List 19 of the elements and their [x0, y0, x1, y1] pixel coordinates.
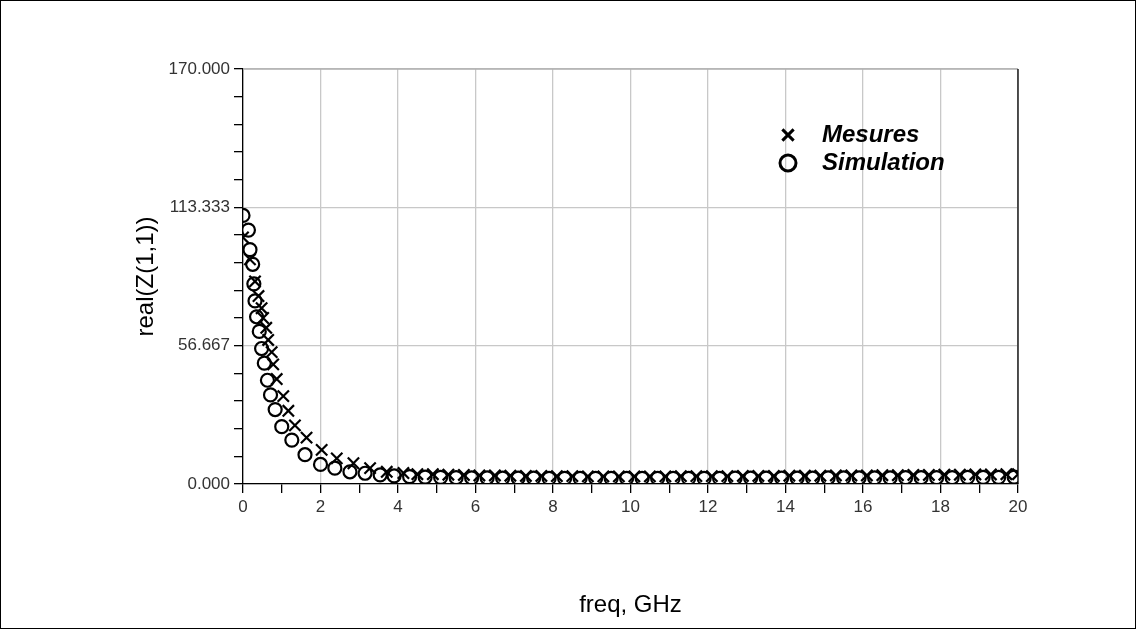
x-tick-label: 6 — [470, 496, 481, 516]
y-tick-label: 170.000 — [168, 58, 230, 78]
x-tick-label: 10 — [621, 496, 640, 516]
y-axis-title: real(Z(1,1)) — [130, 216, 158, 337]
x-tick-label: 14 — [776, 496, 795, 516]
x-tick-label: 0 — [238, 496, 248, 516]
legend-label: Mesures — [822, 119, 920, 147]
y-tick-label: 113.333 — [169, 197, 230, 217]
y-tick-label: 0.000 — [187, 473, 230, 493]
y-tick-label: 56.667 — [178, 335, 230, 355]
x-tick-label: 8 — [548, 496, 558, 516]
x-tick-label: 2 — [315, 496, 326, 516]
x-tick-label: 20 — [1008, 496, 1028, 516]
x-tick-label: 18 — [931, 496, 950, 516]
x-axis-title: freq, GHz — [579, 589, 682, 617]
x-tick-label: 4 — [393, 496, 403, 516]
x-tick-label: 16 — [853, 496, 873, 516]
x-tick-label: 12 — [698, 496, 718, 516]
legend-label: Simulation — [822, 147, 945, 175]
